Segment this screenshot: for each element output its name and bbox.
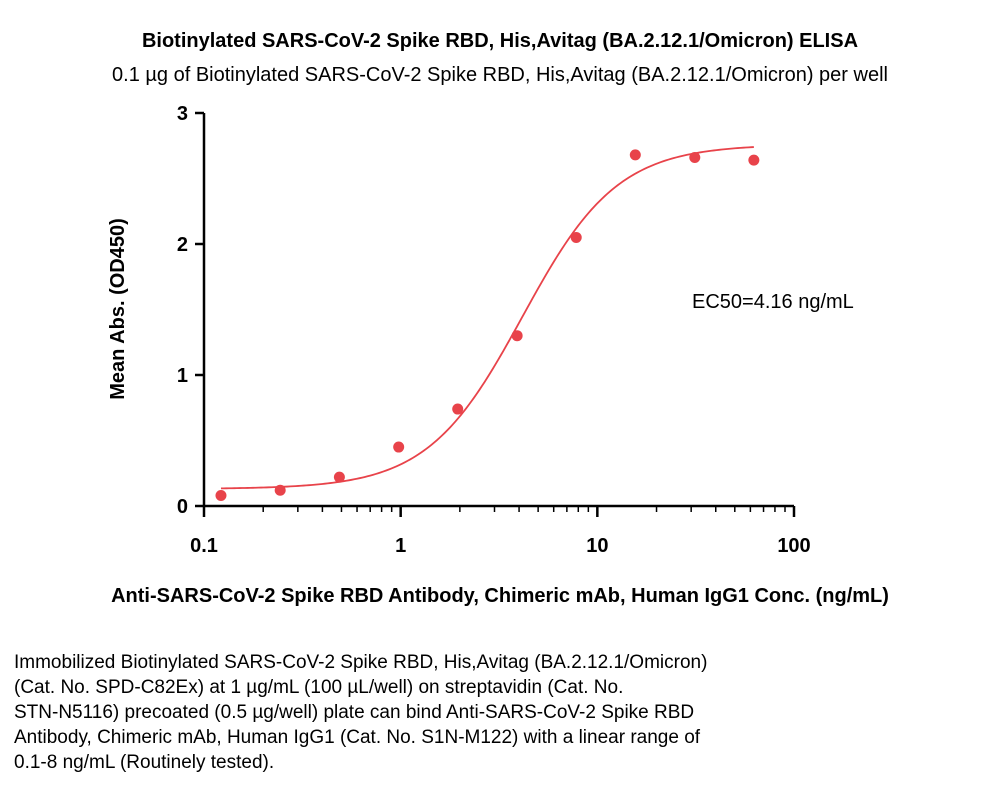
caption-line: STN-N5116) precoated (0.5 µg/well) plate…: [14, 702, 695, 723]
y-axis-label: Mean Abs. (OD450): [107, 218, 129, 400]
y-tick-label: 0: [177, 496, 188, 518]
data-point: [570, 231, 582, 243]
data-point: [629, 149, 641, 161]
y-tick-label: 3: [177, 103, 188, 125]
data-point: [511, 330, 523, 342]
axis-ticks: 0 1 2 3 0.1 1 10 100: [177, 103, 811, 557]
caption-line: (Cat. No. SPD-C82Ex) at 1 µg/mL (100 µL/…: [14, 677, 624, 698]
x-tick-label: 1: [395, 535, 406, 557]
fit-curve: [220, 146, 754, 490]
data-point: [748, 154, 760, 166]
x-tick-label: 0.1: [190, 535, 218, 557]
caption-line: 0.1-8 ng/mL (Routinely tested).: [14, 752, 275, 773]
data-point: [393, 441, 405, 453]
chart-title: Biotinylated SARS-CoV-2 Spike RBD, His,A…: [141, 30, 859, 52]
ec50-annotation: EC50=4.16 ng/mL: [692, 291, 854, 313]
data-point: [452, 403, 464, 415]
data-points: [215, 149, 760, 502]
caption-line: Immobilized Biotinylated SARS-CoV-2 Spik…: [14, 652, 708, 673]
axes: [202, 113, 794, 508]
x-tick-label: 100: [777, 535, 810, 557]
y-tick-label: 2: [177, 234, 188, 256]
x-tick-label: 10: [586, 535, 608, 557]
elisa-chart: 0 1 2 3 0.1 1 10 100 EC50=4.16 ng/mL Anti-SARS-…: [107, 103, 889, 607]
data-point: [333, 471, 345, 483]
data-point: [274, 484, 286, 496]
data-point: [689, 152, 701, 164]
chart-subtitle: 0.1 µg of Biotinylated SARS-CoV-2 Spike …: [112, 64, 888, 86]
figure-caption: Immobilized Biotinylated SARS-CoV-2 Spik…: [14, 650, 914, 775]
x-axis-label: Anti-SARS-CoV-2 Spike RBD Antibody, Chim…: [111, 585, 889, 607]
y-tick-label: 1: [177, 365, 188, 387]
caption-line: Antibody, Chimeric mAb, Human IgG1 (Cat.…: [14, 727, 701, 748]
data-point: [215, 490, 227, 502]
